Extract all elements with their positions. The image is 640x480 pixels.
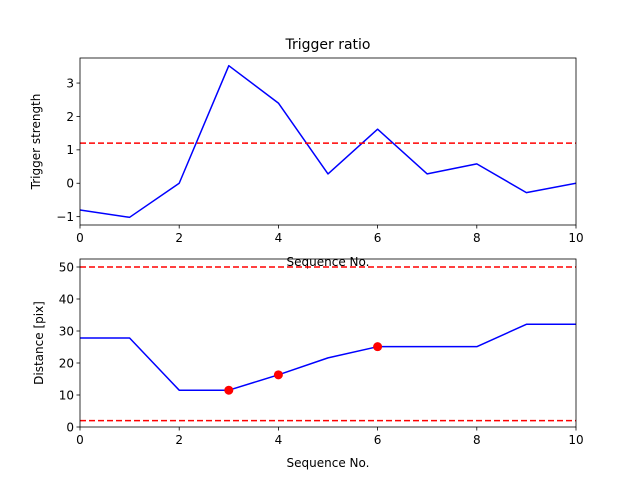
chart-trigger-ratio: Trigger ratio Sequence No. Trigger stren… [29, 37, 584, 269]
x-axis-label: Sequence No. [287, 456, 370, 470]
x-axis-label: Sequence No. [287, 255, 370, 269]
chart-distance: Sequence No. Distance [pix] 0 2 4 6 8 10 0 10 20… [32, 258, 584, 470]
data-point-marker [273, 370, 283, 380]
y-tick-label: 10 [59, 388, 74, 402]
y-tick-label: 1 [66, 143, 74, 157]
x-tick-label: 2 [175, 433, 183, 447]
y-tick-label: 0 [66, 420, 74, 434]
x-tick-label: 8 [473, 433, 481, 447]
y-axis-label: Trigger strength [29, 94, 43, 191]
y-tick-label: 3 [66, 76, 74, 90]
x-tick-label: 0 [76, 231, 84, 245]
y-tick-label: 30 [59, 324, 74, 338]
data-point-marker [224, 385, 234, 395]
x-tick-label: 2 [175, 231, 183, 245]
series-line [80, 323, 576, 391]
y-tick-label: 40 [59, 292, 74, 306]
x-tick-label: 0 [76, 433, 84, 447]
y-axis-label: Distance [pix] [32, 301, 46, 385]
plot-area [80, 64, 576, 219]
y-tick-label: 2 [66, 110, 74, 124]
x-tick-label: 4 [275, 433, 283, 447]
series-line [80, 64, 576, 219]
axes-frame [79, 57, 577, 226]
x-tick-label: 10 [568, 231, 583, 245]
y-tick-label: 20 [59, 356, 74, 370]
y-tick-label: 50 [59, 260, 74, 274]
chart-title: Trigger ratio [284, 37, 370, 53]
x-tick-label: 6 [374, 231, 382, 245]
x-tick-label: 4 [275, 231, 283, 245]
y-tick-label: 0 [66, 177, 74, 191]
axes-frame [79, 258, 577, 428]
x-tick-label: 10 [568, 433, 583, 447]
plot-area [80, 266, 576, 422]
data-point-marker [373, 342, 383, 352]
y-tick-label: −1 [56, 210, 74, 224]
x-tick-label: 6 [374, 433, 382, 447]
x-tick-label: 8 [473, 231, 481, 245]
